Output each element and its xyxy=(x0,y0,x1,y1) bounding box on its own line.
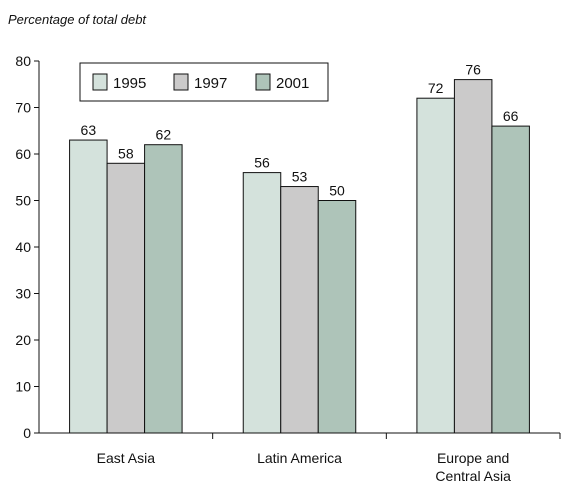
bar xyxy=(242,172,282,434)
bar-value-label: 72 xyxy=(428,80,444,96)
bar xyxy=(416,97,455,434)
legend-swatch xyxy=(92,73,108,91)
y-tick-label: 50 xyxy=(15,193,31,209)
bar-value-label: 76 xyxy=(465,62,481,78)
y-tick-label: 0 xyxy=(23,425,31,441)
legend-box xyxy=(79,62,329,102)
bar xyxy=(106,162,146,434)
y-tick-label: 30 xyxy=(15,286,31,302)
bar xyxy=(280,186,319,434)
bar xyxy=(453,79,493,434)
bar xyxy=(491,125,530,434)
bar-value-label: 58 xyxy=(118,145,134,161)
x-category-label: Latin America xyxy=(257,450,342,466)
x-category-label-line: Central Asia xyxy=(435,468,511,484)
bar-value-label: 62 xyxy=(156,127,172,143)
x-category-label-line: Latin America xyxy=(257,450,342,466)
y-tick-label: 60 xyxy=(15,146,31,162)
bar-value-label: 56 xyxy=(254,155,270,171)
legend-label: 2001 xyxy=(276,75,309,92)
bar xyxy=(317,200,357,434)
y-tick-label: 10 xyxy=(15,379,31,395)
bar-value-label: 63 xyxy=(81,122,97,138)
legend-swatch xyxy=(255,73,271,91)
y-tick-label: 40 xyxy=(15,239,31,255)
chart-subtitle: Percentage of total debt xyxy=(8,12,147,27)
y-tick-label: 80 xyxy=(15,53,31,69)
legend-swatch xyxy=(173,73,189,91)
bar-value-label: 50 xyxy=(329,183,345,199)
bar-value-label: 66 xyxy=(503,108,519,124)
bar xyxy=(69,139,108,434)
x-category-label: East Asia xyxy=(97,450,156,466)
x-category-label-line: Europe and xyxy=(437,450,509,466)
y-tick-label: 70 xyxy=(15,100,31,116)
legend-label: 1995 xyxy=(113,75,146,92)
bar-value-label: 53 xyxy=(292,169,308,185)
y-tick-label: 20 xyxy=(15,332,31,348)
legend-label: 1997 xyxy=(194,75,227,92)
bar xyxy=(144,144,183,434)
x-category-label: Europe and Central Asia xyxy=(435,450,511,484)
x-category-label-line: East Asia xyxy=(97,450,156,466)
